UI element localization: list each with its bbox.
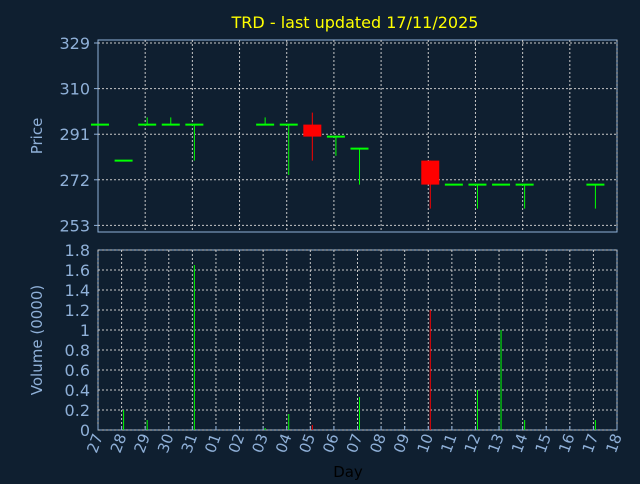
x-tick-label: 14 [508, 431, 531, 455]
volume-tick-label: 1.6 [65, 261, 90, 280]
volume-panel: 00.20.40.60.811.21.41.61.8 27 28 29 30 31 01 02… [65, 241, 626, 455]
x-tick-label: 10 [414, 431, 437, 455]
x-tick-label: 08 [366, 431, 389, 455]
x-tick-label: 11 [437, 431, 460, 455]
volume-tick-label: 1.2 [65, 301, 90, 320]
x-tick-label: 07 [343, 431, 366, 455]
price-tick-label: 291 [59, 125, 90, 144]
x-tick-label: 13 [484, 431, 507, 455]
chart-title: TRD - last updated 17/11/2025 [231, 13, 479, 32]
price-panel: 253 272 291 310 329 [59, 34, 618, 235]
price-tick-label: 253 [59, 216, 90, 235]
x-tick-label: 31 [178, 431, 201, 455]
price-axis-label: Price [28, 118, 46, 155]
volume-axis-label: Volume (0000) [28, 285, 46, 395]
volume-tick-label: 1 [80, 321, 90, 340]
x-tick-label: 03 [248, 431, 271, 455]
price-tick-label: 329 [59, 34, 90, 53]
candle-body [303, 124, 322, 137]
x-tick-label: 12 [461, 431, 484, 455]
volume-tick-label: 1.8 [65, 241, 90, 260]
x-tick-label: 30 [154, 431, 177, 455]
x-tick-label: 05 [296, 431, 319, 455]
volume-tick-label: 0.2 [65, 401, 90, 420]
price-tick-label: 272 [59, 171, 90, 190]
x-tick-label: 04 [272, 431, 295, 455]
volume-tick-label: 1.4 [65, 281, 90, 300]
x-axis-label: Day [333, 463, 363, 480]
x-tick-label: 18 [602, 431, 625, 455]
x-tick-label: 29 [130, 431, 153, 455]
x-tick-label: 02 [225, 431, 248, 455]
x-tick-label: 16 [555, 431, 578, 455]
x-tick-label: 27 [83, 431, 106, 455]
price-plot-frame [97, 39, 618, 233]
price-tick-label: 310 [59, 80, 90, 99]
x-tick-label: 09 [390, 431, 413, 455]
x-tick-label: 15 [532, 431, 555, 455]
x-tick-label: 28 [107, 431, 130, 455]
volume-tick-label: 0 [80, 421, 90, 440]
volume-tick-label: 0.6 [65, 361, 90, 380]
x-tick-label: 17 [579, 431, 602, 455]
volume-tick-label: 0.8 [65, 341, 90, 360]
volume-tick-label: 0.4 [65, 381, 90, 400]
candle-body [421, 160, 440, 185]
x-tick-label: 01 [201, 431, 224, 455]
x-tick-label: 06 [319, 431, 342, 455]
